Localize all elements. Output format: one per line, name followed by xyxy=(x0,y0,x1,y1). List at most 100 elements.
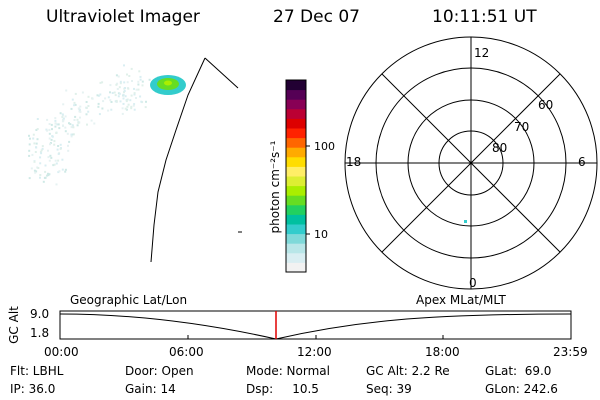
polar-label-lat-80: 80 xyxy=(492,141,508,155)
date-label: 27 Dec 07 xyxy=(273,7,360,27)
timeline-y-axis-label: GC Alt xyxy=(7,306,21,344)
emission-dot xyxy=(133,93,136,96)
emission-dot xyxy=(59,147,62,150)
timeline-ytick-high: 9.0 xyxy=(30,307,50,321)
time-label: 10:11:51 UT xyxy=(432,7,537,27)
emission-dot xyxy=(40,149,43,152)
emission-dot xyxy=(133,103,136,106)
emission-dot xyxy=(126,73,128,76)
emission-dot xyxy=(47,149,49,152)
emission-dot xyxy=(30,167,33,170)
emission-dot xyxy=(73,104,76,107)
emission-dot xyxy=(55,162,58,165)
emission-dot xyxy=(58,170,61,173)
emission-dot xyxy=(139,78,142,81)
emission-dot xyxy=(56,123,59,126)
app-title: Ultraviolet Imager xyxy=(46,7,200,27)
colorbar xyxy=(286,80,306,273)
emission-dot xyxy=(29,137,31,140)
info-seq: Seq: 39 xyxy=(366,382,412,396)
colorbar-tick-label-10: 10 xyxy=(314,228,328,241)
emission-dot xyxy=(46,174,49,177)
emission-dot xyxy=(48,128,51,131)
emission-dot xyxy=(48,137,51,140)
emission-dot xyxy=(55,183,58,186)
emission-dot xyxy=(90,119,93,122)
info-ip: IP: 36.0 xyxy=(10,382,56,396)
emission-dot xyxy=(79,105,82,108)
emission-dot xyxy=(141,84,144,87)
emission-dot xyxy=(115,83,118,86)
timeline-ticks xyxy=(187,335,444,339)
emission-dot xyxy=(93,122,96,125)
emission-dot xyxy=(113,91,116,94)
emission-dot xyxy=(67,149,70,152)
colorbar-swatch xyxy=(286,176,306,187)
timeline-right-label: Apex MLat/MLT xyxy=(416,293,506,307)
geographic-image-panel xyxy=(28,57,242,263)
polar-label-lat-60: 60 xyxy=(538,98,554,112)
emission-dot xyxy=(54,119,57,122)
emission-dot xyxy=(37,167,40,169)
timeline-xtick-3: 18:00 xyxy=(425,345,460,359)
emission-dot xyxy=(133,87,135,90)
emission-dot xyxy=(119,82,122,85)
emission-dot xyxy=(35,129,38,131)
colorbar-swatch xyxy=(286,243,306,254)
emission-dot xyxy=(123,81,126,84)
emission-dot xyxy=(130,105,133,108)
emission-dot xyxy=(115,74,118,77)
emission-dot xyxy=(73,101,76,104)
emission-dot xyxy=(58,127,61,130)
emission-dot xyxy=(47,156,50,159)
timeline-xtick-4: 23:59 xyxy=(553,345,588,359)
emission-dot xyxy=(70,107,73,110)
emission-dot xyxy=(71,98,74,101)
emission-dot xyxy=(137,88,140,91)
emission-dot xyxy=(132,104,135,107)
colorbar-swatch xyxy=(286,233,306,244)
emission-dot xyxy=(57,159,60,162)
emission-dot xyxy=(130,94,133,97)
emission-dot xyxy=(54,159,57,162)
emission-dot xyxy=(77,107,80,110)
emission-dot xyxy=(122,102,125,105)
emission-dot xyxy=(110,101,113,103)
emission-dot xyxy=(67,144,69,147)
emission-dot xyxy=(28,134,30,137)
emission-dot xyxy=(57,123,60,126)
polar-label-0: 0 xyxy=(469,276,477,290)
info-filter: Flt: LBHL xyxy=(10,364,64,378)
emission-dot xyxy=(36,138,39,141)
emission-dot xyxy=(32,137,35,140)
timeline-xtick-2: 12:00 xyxy=(297,345,332,359)
emission-dot xyxy=(70,126,73,129)
emission-dot xyxy=(64,115,67,118)
colorbar-axis-label: photon cm⁻²s⁻¹ xyxy=(268,140,282,234)
emission-dot xyxy=(85,107,88,109)
emission-dot xyxy=(74,92,77,95)
emission-dot xyxy=(126,105,129,108)
emission-dot xyxy=(79,116,81,119)
emission-dot xyxy=(124,95,127,98)
emission-dot xyxy=(62,124,64,127)
emission-dot xyxy=(69,123,72,126)
emission-dot xyxy=(76,118,79,121)
polar-diagonal-2 xyxy=(381,73,561,253)
emission-dot xyxy=(35,170,38,173)
auroral-hot-core xyxy=(164,80,172,86)
emission-dot xyxy=(125,100,128,103)
emission-dot xyxy=(102,100,105,103)
emission-dot xyxy=(115,99,118,102)
emission-dot xyxy=(48,123,51,125)
emission-dot xyxy=(78,108,81,111)
colorbar-swatch xyxy=(286,89,306,100)
emission-dot xyxy=(36,118,39,120)
emission-dot xyxy=(64,130,67,133)
emission-dot xyxy=(97,94,100,97)
emission-dot xyxy=(85,113,88,116)
emission-dot xyxy=(57,152,60,155)
emission-dot xyxy=(126,81,129,84)
emission-dot xyxy=(76,124,79,127)
emission-dot xyxy=(128,75,131,77)
